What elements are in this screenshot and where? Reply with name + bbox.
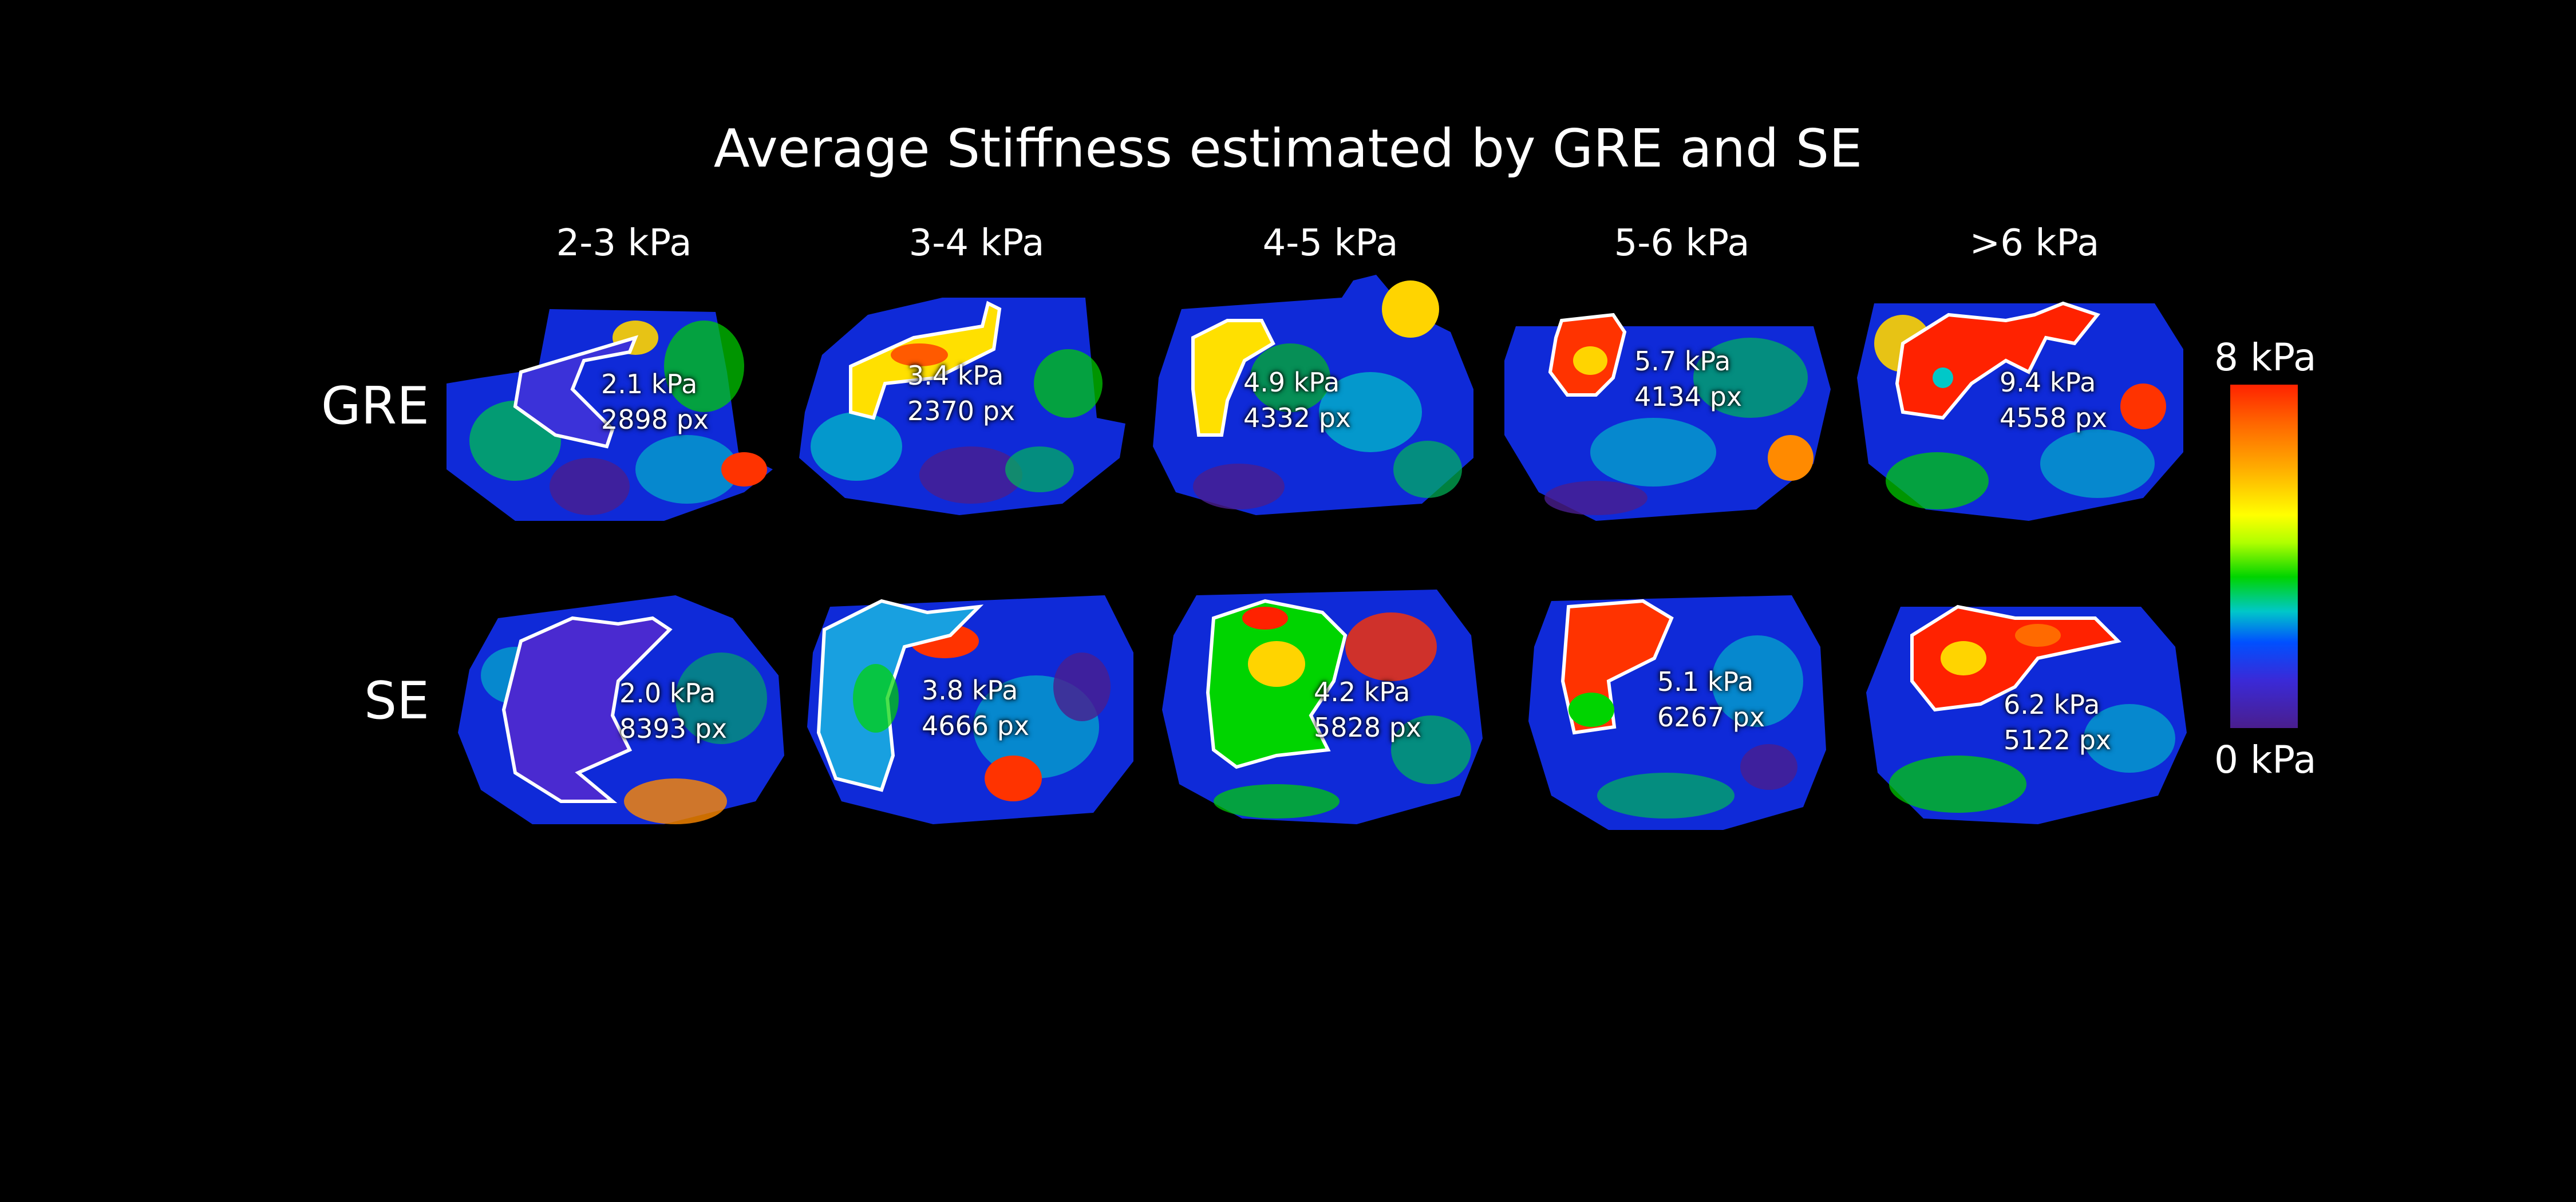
stiffness-value: 2.0 kPa [619, 678, 716, 709]
elastogram-se-gt6-image [1866, 604, 2187, 824]
elastogram-gre-gt6-image [1857, 301, 2183, 521]
elastogram-gre-4-5 [1153, 275, 1479, 515]
panel-text-gre-5-6: 5.7 kPa 4134 px [1634, 343, 1742, 414]
stiffness-value: 9.4 kPa [2000, 367, 2096, 398]
panel-text-se-4-5: 4.2 kPa 5828 px [1314, 674, 1421, 745]
elastogram-se-2-3-image [458, 595, 784, 824]
elastogram-se-3-4 [807, 584, 1133, 824]
stiffness-value: 3.4 kPa [907, 360, 1004, 391]
pixel-count: 5122 px [2004, 725, 2112, 756]
stiffness-value: 5.1 kPa [1657, 666, 1754, 697]
elastogram-gre-3-4-image [799, 298, 1125, 515]
panel-text-se-5-6: 5.1 kPa 6267 px [1657, 664, 1765, 735]
column-header-gt6: >6 kPa [1969, 222, 2100, 264]
stiffness-value: 5.7 kPa [1634, 346, 1731, 377]
row-label-gre: GRE [321, 376, 429, 436]
figure-title: Average Stiffness estimated by GRE and S… [713, 118, 1863, 179]
panel-text-gre-4-5: 4.9 kPa 4332 px [1243, 365, 1351, 436]
elastogram-se-4-5 [1162, 578, 1483, 824]
column-header-2-3: 2-3 kPa [556, 222, 692, 264]
elastogram-gre-gt6 [1857, 292, 2189, 521]
pixel-count: 6267 px [1657, 702, 1765, 733]
stiffness-value: 4.9 kPa [1243, 367, 1340, 398]
elastogram-se-gt6 [1866, 590, 2187, 824]
pixel-count: 4666 px [922, 710, 1030, 741]
panel-text-se-3-4: 3.8 kPa 4666 px [922, 673, 1029, 744]
elastogram-gre-5-6 [1504, 309, 1831, 521]
pixel-count: 5828 px [1314, 712, 1422, 743]
panel-text-gre-2-3: 2.1 kPa 2898 px [601, 366, 709, 437]
elastogram-se-4-5-image [1162, 590, 1483, 824]
pixel-count: 2370 px [907, 396, 1016, 426]
colorbar-max-label: 8 kPa [2214, 335, 2317, 379]
column-header-5-6: 5-6 kPa [1614, 222, 1750, 264]
stiffness-value: 6.2 kPa [2004, 689, 2100, 720]
column-header-3-4: 3-4 kPa [908, 222, 1045, 264]
stiffness-value: 3.8 kPa [922, 675, 1018, 706]
pixel-count: 4332 px [1243, 402, 1352, 433]
elastogram-gre-3-4 [799, 286, 1125, 515]
elastogram-se-2-3 [458, 584, 784, 824]
pixel-count: 4134 px [1634, 381, 1743, 412]
elastogram-gre-2-3-image [447, 309, 773, 521]
elastogram-gre-4-5-image [1153, 275, 1473, 515]
panel-text-gre-3-4: 3.4 kPa 2370 px [907, 358, 1015, 429]
elastogram-se-5-6-image [1528, 595, 1826, 830]
panel-text-gre-gt6: 9.4 kPa 4558 px [2000, 365, 2107, 436]
colorbar [2230, 385, 2298, 728]
colorbar-min-label: 0 kPa [2214, 738, 2317, 782]
column-header-4-5: 4-5 kPa [1262, 222, 1398, 264]
elastogram-gre-5-6-image [1504, 313, 1831, 521]
elastogram-se-5-6 [1528, 578, 1826, 830]
pixel-count: 2898 px [601, 404, 709, 435]
panel-text-se-gt6: 6.2 kPa 5122 px [2004, 687, 2111, 758]
elastogram-se-3-4-image [807, 595, 1133, 824]
pixel-count: 4558 px [2000, 402, 2108, 433]
stiffness-value: 4.2 kPa [1314, 677, 1411, 707]
elastogram-gre-2-3 [447, 298, 779, 521]
pixel-count: 8393 px [619, 713, 728, 744]
row-label-se: SE [364, 671, 429, 731]
stiffness-value: 2.1 kPa [601, 369, 698, 400]
panel-text-se-2-3: 2.0 kPa 8393 px [619, 675, 727, 746]
